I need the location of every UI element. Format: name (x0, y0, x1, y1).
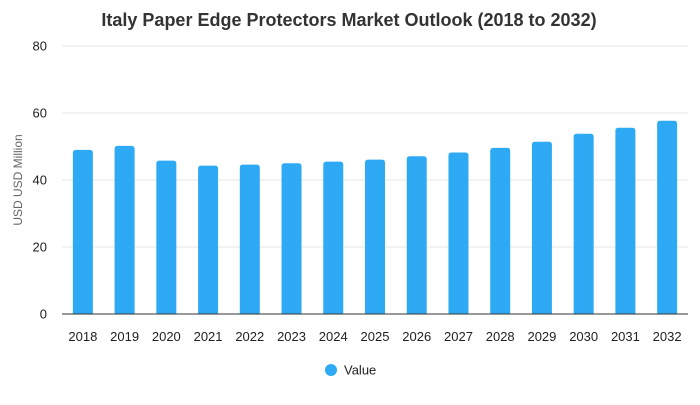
x-tick-label: 2026 (402, 329, 431, 344)
x-tick-label: 2032 (653, 329, 682, 344)
x-tick-label: 2027 (444, 329, 473, 344)
y-tick-label: 40 (33, 173, 47, 188)
x-tick-label: 2024 (319, 329, 348, 344)
x-tick-label: 2030 (569, 329, 598, 344)
bar-2024[interactable] (323, 161, 344, 314)
x-tick-label: 2023 (277, 329, 306, 344)
x-tick-label: 2020 (152, 329, 181, 344)
legend-label-value: Value (344, 363, 376, 378)
bar-2030[interactable] (573, 133, 594, 314)
bar-2028[interactable] (490, 147, 511, 314)
bar-2023[interactable] (281, 163, 302, 314)
y-tick-label: 0 (40, 307, 47, 322)
y-axis-label: USD USD Million (11, 134, 25, 225)
x-axis-ticks: 2018 2019 2020 2021 2022 2023 2024 2025 2026 2027… (68, 329, 681, 344)
bar-2020[interactable] (156, 160, 177, 314)
x-tick-label: 2031 (611, 329, 640, 344)
bar-2032[interactable] (657, 120, 678, 314)
legend-marker-value (325, 364, 337, 376)
y-tick-label: 80 (33, 39, 47, 54)
x-tick-label: 2028 (486, 329, 515, 344)
y-axis-ticks: 0 20 40 60 80 (33, 39, 47, 322)
bar-2022[interactable] (239, 164, 260, 314)
x-tick-label: 2021 (194, 329, 223, 344)
bar-2029[interactable] (531, 141, 552, 314)
chart-title: Italy Paper Edge Protectors Market Outlo… (101, 10, 596, 30)
legend[interactable]: Value (325, 363, 376, 378)
x-tick-label: 2018 (68, 329, 97, 344)
x-tick-label: 2025 (361, 329, 390, 344)
x-tick-label: 2022 (235, 329, 264, 344)
bar-2027[interactable] (448, 152, 469, 314)
bar-2026[interactable] (406, 156, 427, 314)
x-tick-label: 2019 (110, 329, 139, 344)
y-tick-label: 60 (33, 106, 47, 121)
bar-2025[interactable] (365, 159, 385, 314)
bar-series (72, 120, 678, 315)
y-tick-label: 20 (33, 240, 47, 255)
bar-2021[interactable] (198, 165, 219, 314)
bar-2019[interactable] (114, 145, 135, 314)
x-tick-label: 2029 (527, 329, 556, 344)
bar-2031[interactable] (615, 127, 636, 315)
bar-2018[interactable] (72, 149, 93, 314)
